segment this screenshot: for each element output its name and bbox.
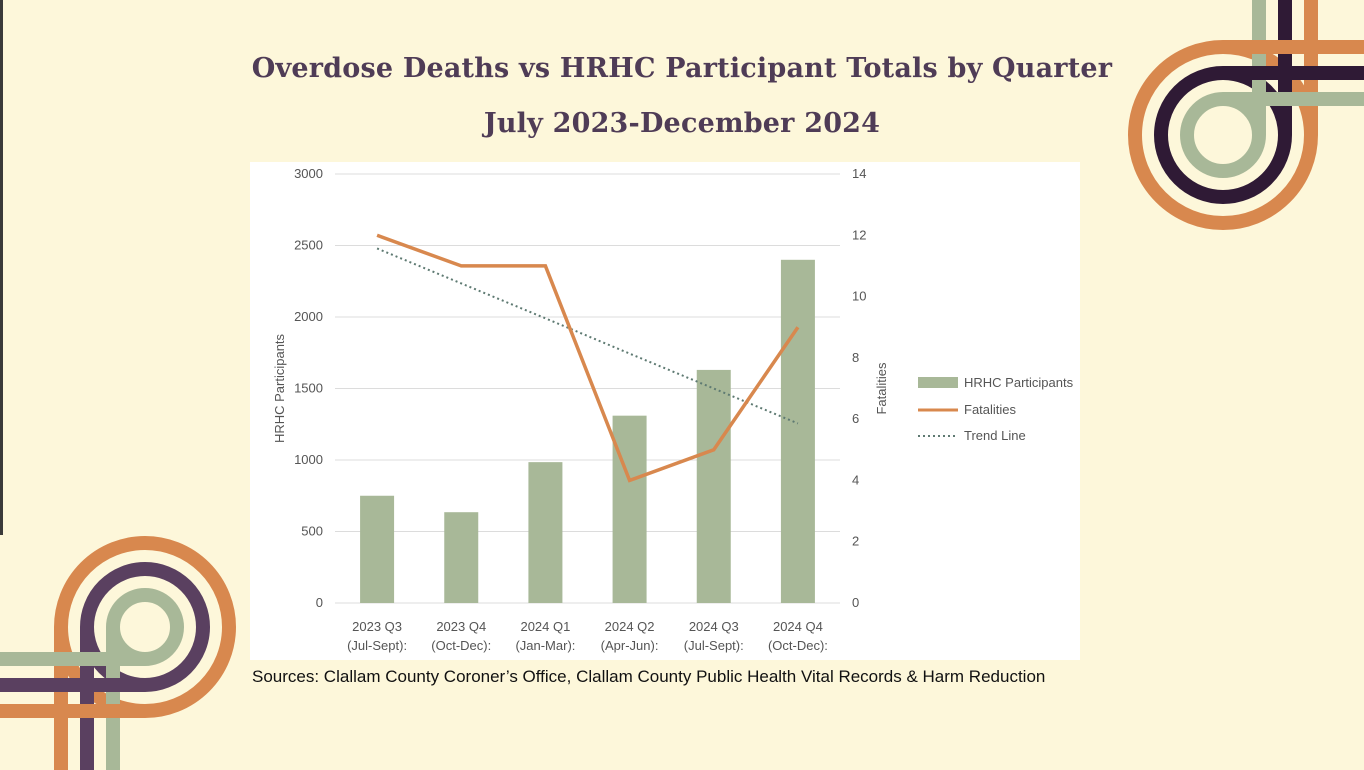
- y-left-tick-label: 1000: [294, 452, 323, 467]
- y-right-tick-label: 4: [852, 472, 859, 487]
- series-trend-line: [376, 247, 799, 425]
- chart-panel: 0 500 1000 1500 2000 2500 3000 0 2 4 6 8 10 12 14 2023 …: [250, 162, 1080, 660]
- window-edge: [0, 0, 3, 770]
- x-tick-label: (Jan-Mar):: [515, 638, 575, 653]
- x-tick-label: (Jul-Sept):: [347, 638, 407, 653]
- y-right-tick-label: 12: [852, 227, 866, 242]
- x-tick-label: 2024 Q2: [605, 619, 655, 634]
- x-tick-label: (Oct-Dec):: [431, 638, 491, 653]
- y-left-tick-label: 500: [301, 524, 323, 539]
- x-tick-label: 2023 Q4: [436, 619, 486, 634]
- x-tick-label: (Apr-Jun):: [601, 638, 659, 653]
- decorative-knot-bottom-left: [0, 535, 240, 770]
- y-right-tick-label: 0: [852, 595, 859, 610]
- series-fatalities: [376, 233, 800, 483]
- bar-hrhc-participants: [528, 462, 563, 603]
- y-left-tick-label: 0: [316, 595, 323, 610]
- x-tick-label: (Jul-Sept):: [684, 638, 744, 653]
- y-right-tick-label: 2: [852, 534, 859, 549]
- sources-note: Sources: Clallam County Coroner’s Office…: [252, 667, 1046, 686]
- y-right-axis-title: Fatalities: [874, 362, 889, 415]
- y-right-tick-label: 8: [852, 350, 859, 365]
- y-left-tick-label: 2500: [294, 238, 323, 253]
- y-right-tick-label: 14: [852, 166, 866, 181]
- chart-subtitle: July 2023-December 2024: [483, 108, 881, 139]
- x-tick-label: 2024 Q3: [689, 619, 739, 634]
- y-right-tick-label: 10: [852, 289, 866, 304]
- bar-hrhc-participants: [780, 259, 815, 603]
- legend-swatch-hrhc-participants: [918, 377, 958, 388]
- legend-label: Trend Line: [964, 428, 1026, 443]
- bar-hrhc-participants: [444, 512, 479, 603]
- chart-svg: 0 500 1000 1500 2000 2500 3000 0 2 4 6 8 10 12 14 2023 …: [272, 166, 1074, 653]
- y-left-axis-title: HRHC Participants: [272, 333, 287, 443]
- x-tick-label: (Oct-Dec):: [768, 638, 828, 653]
- y-left-tick-label: 2000: [294, 309, 323, 324]
- chart-title: Overdose Deaths vs HRHC Participant Tota…: [251, 53, 1113, 84]
- x-tick-label: 2024 Q4: [773, 619, 823, 634]
- legend-label: HRHC Participants: [964, 375, 1074, 390]
- x-tick-label: 2023 Q3: [352, 619, 402, 634]
- bar-hrhc-participants: [612, 415, 647, 603]
- legend-label: Fatalities: [964, 402, 1017, 417]
- bar-hrhc-participants: [696, 369, 731, 603]
- y-left-tick-label: 1500: [294, 381, 323, 396]
- bar-hrhc-participants: [360, 495, 395, 603]
- x-tick-label: 2024 Q1: [520, 619, 570, 634]
- y-left-tick-label: 3000: [294, 166, 323, 181]
- y-right-tick-label: 6: [852, 411, 859, 426]
- decorative-knot-top-right: [1125, 0, 1364, 235]
